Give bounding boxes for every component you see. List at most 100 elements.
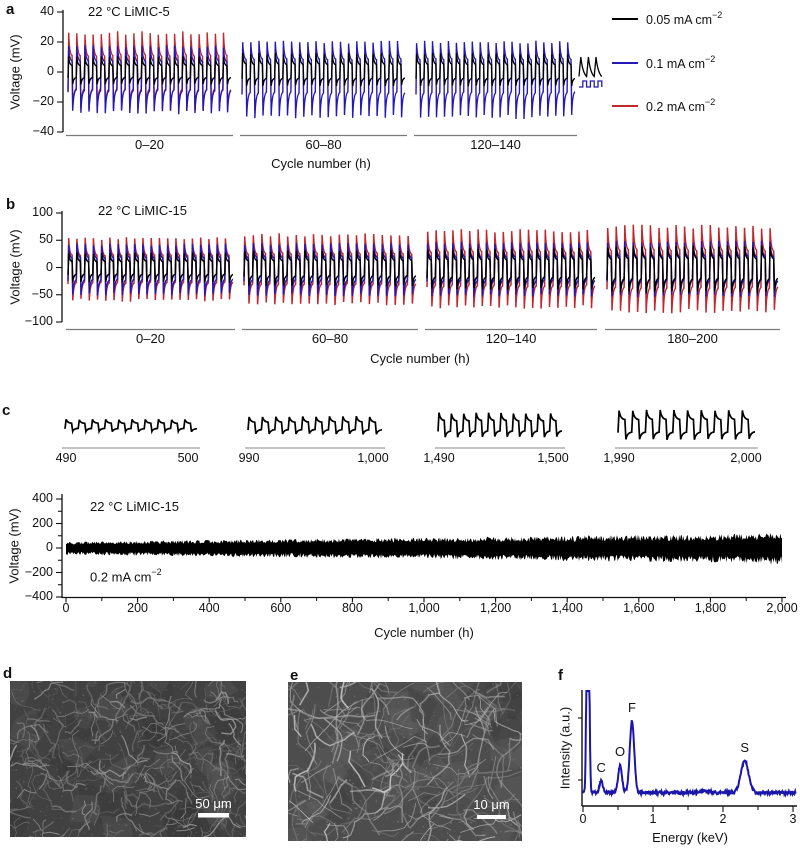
legend-swatch-0.2 bbox=[612, 104, 638, 108]
panel-d-letter: d bbox=[3, 665, 13, 682]
panel-f-xtick: 2 bbox=[719, 812, 727, 826]
panel-c-inset-trace bbox=[617, 409, 756, 440]
panel-c-xtick: 1,400 bbox=[551, 601, 583, 615]
panel-b-trace-0.1 bbox=[67, 243, 234, 296]
panel-f-xtick: 1 bbox=[649, 812, 657, 826]
panel-a-ytick: 40 bbox=[40, 4, 54, 18]
panel-b-trace-0.2 bbox=[606, 224, 779, 314]
panel-a-trace-0.1 bbox=[67, 45, 232, 115]
panel-c-sample-annotation: 22 °C LiMIC-15 bbox=[90, 499, 180, 514]
panel-c-xtick: 0 bbox=[62, 601, 70, 615]
panel-a-ytick: 20 bbox=[40, 34, 54, 48]
panel-a-trace-0.05 bbox=[241, 53, 406, 87]
panel-a-tail-blue bbox=[579, 80, 603, 88]
panel-c-xtick: 400 bbox=[198, 601, 220, 615]
panel-f-xtick: 3 bbox=[789, 812, 797, 826]
panel-b-trace-0.2 bbox=[426, 229, 596, 309]
panel-c-voltage-band bbox=[66, 533, 782, 565]
panel-b-ytick: −100 bbox=[24, 314, 53, 328]
panel-c-xlabel: Cycle number (h) bbox=[374, 625, 474, 640]
panel-f-peak-label-O: O bbox=[615, 744, 626, 760]
panel-c-xtick: 600 bbox=[270, 601, 292, 615]
panel-a-trace-0.05 bbox=[67, 56, 232, 85]
panel-b-segment-label: 60–80 bbox=[311, 331, 349, 346]
panel-c-inset-tick: 1,000 bbox=[357, 451, 389, 465]
panel-f-xlabel: Energy (keV) bbox=[652, 830, 728, 845]
panel-b-trace-0.2 bbox=[243, 233, 417, 306]
panel-c-ytick: −400 bbox=[24, 589, 53, 603]
panel-a-plot bbox=[66, 31, 603, 137]
panel-c-inset-tick: 500 bbox=[177, 451, 199, 465]
panel-b-segment-label: 120–140 bbox=[485, 331, 537, 346]
legend-label-0.1: 0.1 mA cm−2 bbox=[646, 54, 716, 72]
panel-c-xtick: 1,000 bbox=[408, 601, 440, 615]
panel-c-xtick: 2,000 bbox=[766, 601, 798, 615]
panel-c-ytick: 400 bbox=[32, 491, 53, 505]
sem-image-d bbox=[10, 681, 246, 837]
panel-a-tail-black bbox=[578, 56, 603, 78]
panel-c-inset-tick: 490 bbox=[55, 451, 77, 465]
panel-c-inset-tick: 1,500 bbox=[537, 451, 569, 465]
legend-swatch-0.05 bbox=[612, 17, 638, 21]
legend-item-0.05: 0.05 mA cm−2 bbox=[612, 10, 723, 28]
panel-f-peak-label-F: F bbox=[628, 700, 636, 716]
panel-b-trace-0.05 bbox=[67, 252, 234, 283]
panel-c-inset-tick: 1,990 bbox=[603, 451, 635, 465]
panel-e-scalebar bbox=[477, 815, 506, 819]
panel-a-letter: a bbox=[6, 1, 15, 18]
panel-b-ytick: 50 bbox=[39, 232, 53, 247]
panel-b-title: 22 °C LiMIC-15 bbox=[98, 203, 188, 218]
panel-c-inset-tick: 990 bbox=[238, 451, 260, 465]
panel-c-inset-tick: 1,490 bbox=[423, 451, 455, 465]
panel-b-trace-0.05 bbox=[426, 248, 596, 290]
panel-f-ylabel: Intensity (a.u.) bbox=[557, 706, 573, 790]
panel-a-segment-label: 0–20 bbox=[135, 137, 164, 152]
panel-a-trace-0.1 bbox=[241, 40, 406, 119]
panel-d-scalebar bbox=[198, 813, 229, 818]
panel-b-trace-0.1 bbox=[243, 242, 417, 297]
panel-b-segment-label: 180–200 bbox=[667, 331, 718, 346]
legend-label-0.05: 0.05 mA cm−2 bbox=[646, 10, 723, 28]
panel-a-trace-0.05 bbox=[415, 53, 576, 87]
panel-c-xtick: 1,800 bbox=[694, 601, 727, 615]
panel-b-trace-0.05 bbox=[243, 250, 417, 287]
panel-a-segment-label: 60–80 bbox=[305, 137, 342, 152]
panel-c-ytick: 200 bbox=[32, 515, 53, 530]
panel-f-spectrum bbox=[582, 690, 797, 799]
panel-b-ytick: 0 bbox=[46, 259, 53, 274]
panel-a-trace-0.1 bbox=[415, 40, 576, 120]
panel-c-xtick: 1,600 bbox=[623, 601, 655, 615]
sem-image-e bbox=[288, 682, 522, 841]
panel-c-insets bbox=[62, 409, 758, 449]
panel-b-ytick: −50 bbox=[31, 286, 53, 301]
panel-e-letter: e bbox=[290, 667, 299, 684]
panel-f-xtick: 0 bbox=[579, 812, 587, 826]
panel-b-trace-0.05 bbox=[606, 245, 779, 294]
panel-f-plot bbox=[582, 690, 797, 799]
legend-label-0.2: 0.2 mA cm−2 bbox=[646, 97, 716, 115]
panel-f-letter: f bbox=[558, 667, 563, 684]
panel-b-plot bbox=[66, 224, 780, 331]
panel-a-ytick: −40 bbox=[32, 124, 54, 138]
legend-item-0.2: 0.2 mA cm−2 bbox=[612, 97, 716, 115]
panel-d-scalebar-label: 50 μm bbox=[195, 796, 232, 811]
panel-c-xtick: 200 bbox=[127, 601, 149, 615]
panel-a-ytick: −20 bbox=[32, 94, 54, 108]
panel-c-current-annotation: 0.2 mA cm−2 bbox=[90, 567, 162, 585]
legend-item-0.1: 0.1 mA cm−2 bbox=[612, 54, 716, 72]
panel-f-peak-label-S: S bbox=[740, 739, 750, 755]
panel-b-segment-label: 0–20 bbox=[136, 331, 165, 346]
panel-a-ytick: 0 bbox=[47, 64, 54, 78]
panel-c-xtick: 1,200 bbox=[479, 601, 512, 615]
panel-c-ytick: 0 bbox=[46, 540, 53, 554]
panel-c-plot bbox=[66, 533, 782, 565]
panel-c-xtick: 800 bbox=[341, 601, 363, 615]
panel-e-scalebar-label: 10 μm bbox=[473, 797, 510, 812]
panel-f-peak-label-C: C bbox=[596, 759, 606, 775]
panel-b-ytick: 100 bbox=[32, 205, 53, 219]
panel-a-segment-label: 120–140 bbox=[470, 137, 521, 152]
panel-b-letter: b bbox=[6, 196, 16, 213]
panel-b-trace-0.1 bbox=[426, 241, 596, 297]
